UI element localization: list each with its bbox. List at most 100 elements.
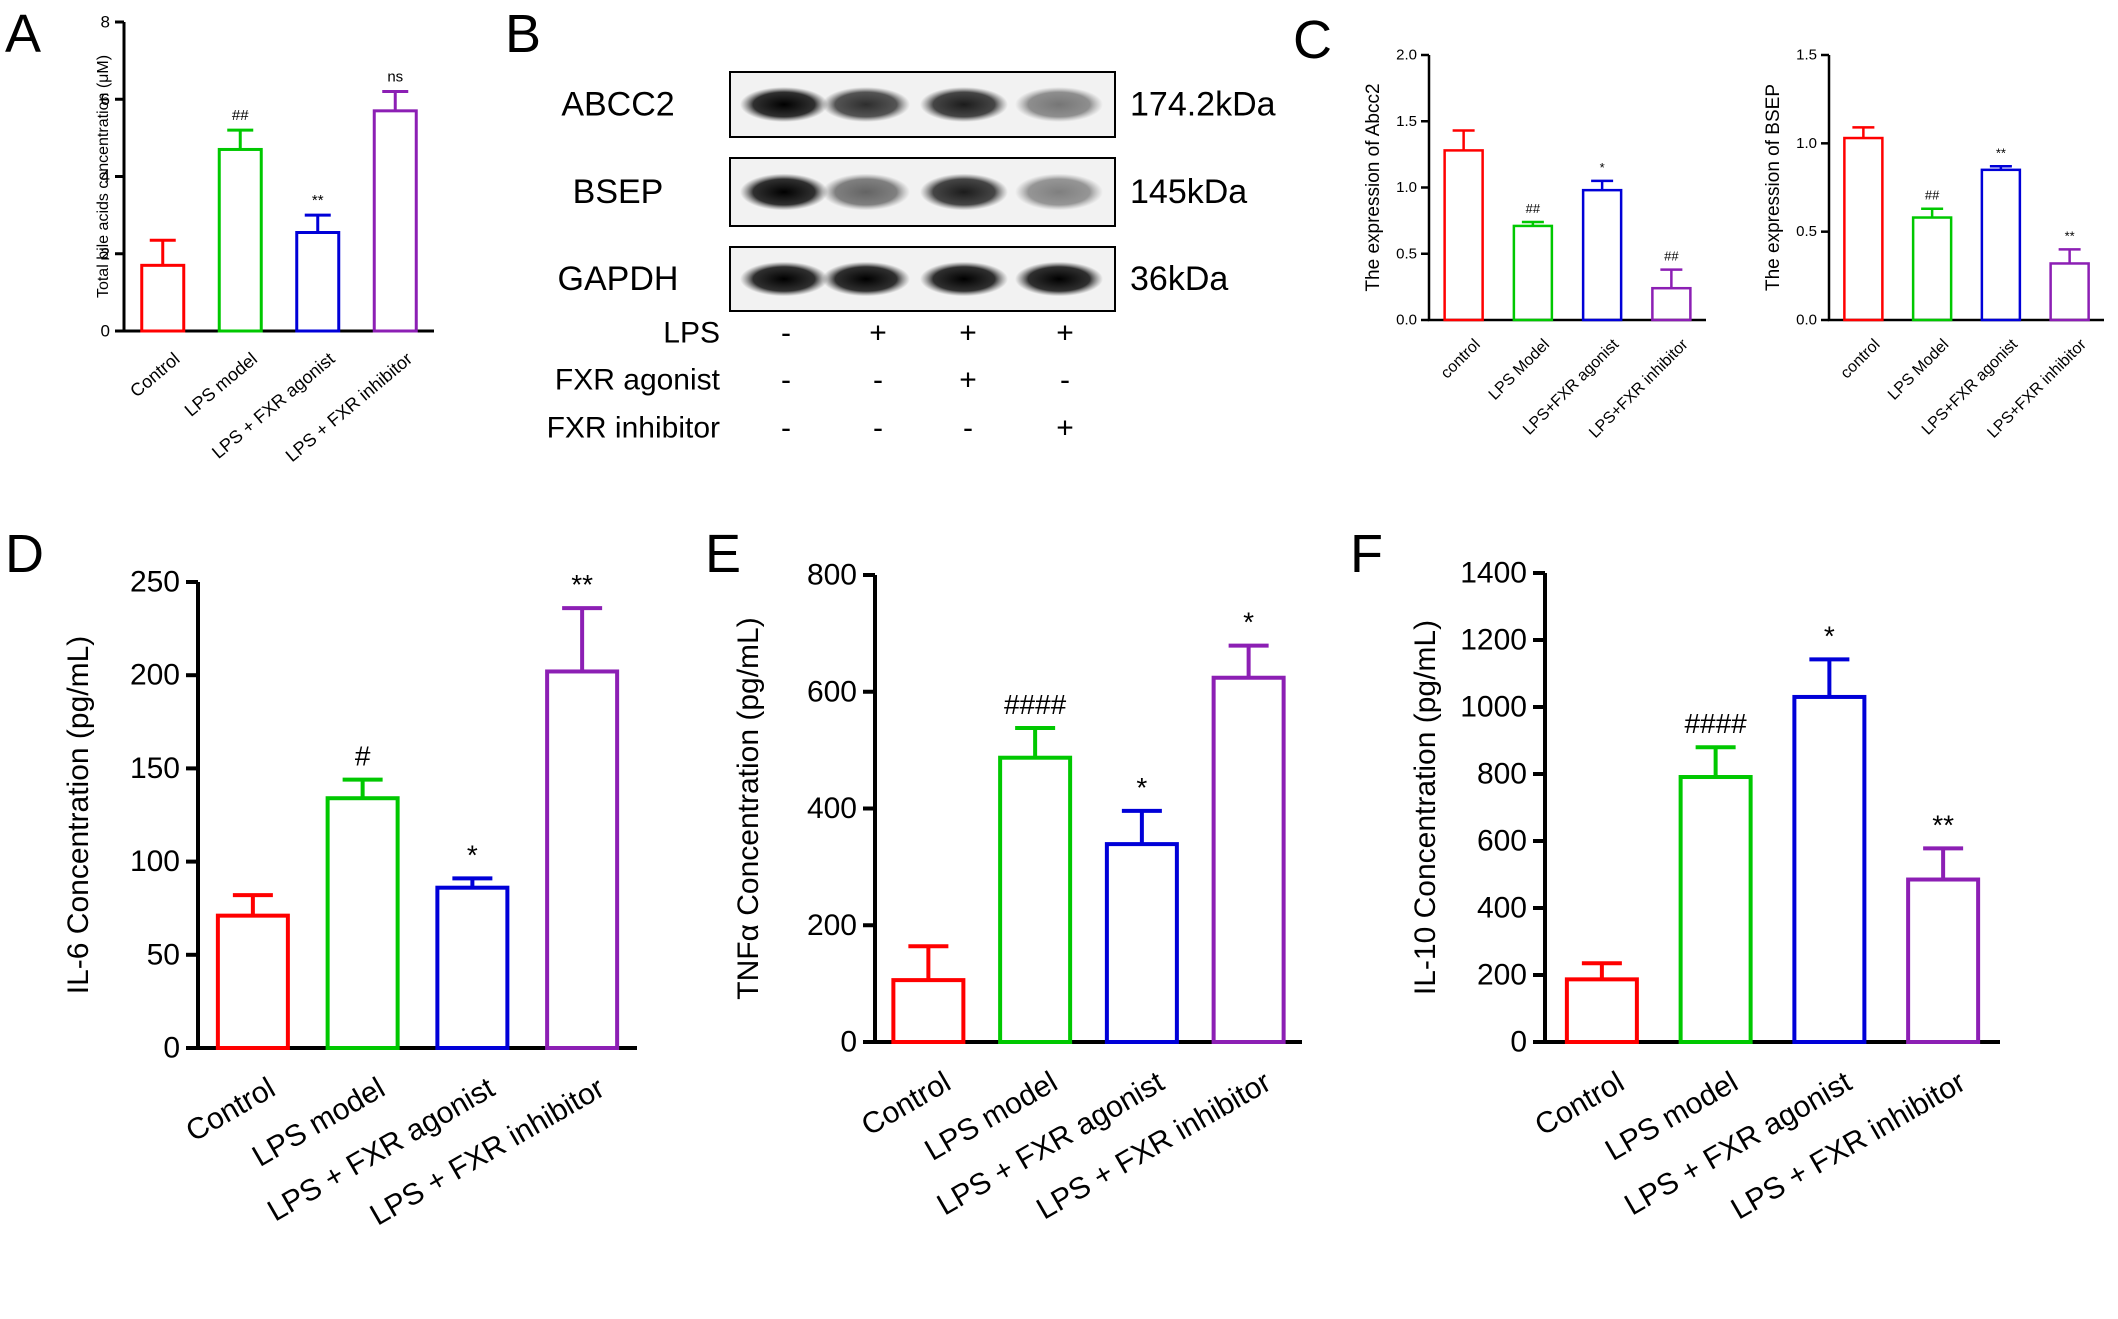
bar-lps-fxr-agonist: [1581, 188, 1623, 322]
y-tick-label: 250: [130, 566, 180, 599]
significance-mark: *: [1824, 620, 1835, 651]
x-category-label: control: [1438, 336, 1484, 382]
protein-band: [1015, 261, 1103, 297]
y-tick-label: 800: [1477, 758, 1527, 791]
bar-lps-model: [1512, 224, 1554, 322]
y-axis-label: Total bile acids concentration (μM): [95, 55, 112, 298]
bar-lps-fxr-inhibitor: [1211, 675, 1286, 1044]
y-tick-label: 200: [130, 659, 180, 692]
molecular-weight-label: 174.2kDa: [1130, 86, 1276, 124]
y-tick-label: 0: [1510, 1026, 1527, 1059]
bar-lps-model: [1678, 775, 1753, 1044]
significance-mark: ##: [1925, 188, 1940, 203]
bar-control: [891, 978, 966, 1044]
y-tick-label: 0: [840, 1026, 857, 1059]
significance-mark: ##: [1526, 201, 1541, 216]
treatment-row: LPS - + + +: [663, 317, 1073, 350]
y-tick-label: 2.0: [1396, 47, 1417, 64]
significance-mark: ns: [387, 69, 403, 86]
chart-c-2: 0.0 0.5 1.0 1.5 The expression of BSEP contro…: [1763, 47, 2104, 442]
protein-band: [920, 261, 1008, 297]
chart-f-5: 0 200 400 600 800 1000 1200 1400 IL-10 Concentra…: [1409, 557, 2000, 1226]
y-tick-label: 4: [101, 167, 110, 186]
chart-a-0: 0 2 4 6 8 Total bile acids concentration (μM)…: [95, 13, 434, 466]
y-axis-label: IL-10 Concentration (pg/mL): [1409, 620, 1442, 995]
blot-row-abcc2: ABCC2 174.2kDa: [561, 71, 1276, 138]
x-category-label: LPS + FXR inhibitor: [282, 349, 416, 466]
y-tick-label: 0.5: [1796, 223, 1817, 240]
treatment-sign: -: [781, 317, 791, 350]
significance-mark: **: [2065, 228, 2075, 243]
y-tick-label: 0.0: [1796, 312, 1817, 329]
bar-lps-fxr-agonist: [435, 885, 510, 1050]
treatment-label: FXR inhibitor: [547, 412, 720, 445]
bar-control: [1564, 977, 1639, 1044]
protein-band: [740, 173, 828, 211]
y-tick-label: 150: [130, 752, 180, 785]
y-tick-label: 200: [1477, 959, 1527, 992]
y-tick-label: 1.0: [1796, 135, 1817, 152]
bar-control: [215, 913, 290, 1050]
bar-lps-fxr-agonist: [1792, 694, 1867, 1044]
treatment-sign: -: [1060, 364, 1070, 397]
y-tick-label: 200: [807, 909, 857, 942]
y-tick-label: 1.5: [1796, 47, 1817, 64]
significance-mark: *: [1136, 772, 1147, 803]
treatment-sign: +: [1056, 412, 1074, 445]
bar-lps-model: [325, 796, 400, 1050]
western-blot-panel: ABCC2 174.2kDa BSEP 145kDa GAPDH 36kDa LPS - + + +…: [547, 71, 1276, 445]
bar-lps-fxr-agonist: [295, 231, 341, 333]
x-category-label: Control: [126, 349, 183, 402]
treatment-sign: -: [963, 412, 973, 445]
panel-label-f: F: [1350, 524, 1383, 584]
protein-label: BSEP: [573, 173, 664, 211]
y-tick-label: 0: [101, 322, 110, 341]
chart-d-3: 0 50 100 150 200 250 IL-6 Concentration (pg/mL…: [62, 566, 637, 1232]
y-tick-label: 400: [1477, 892, 1527, 925]
bar-lps-fxr-inhibitor: [1906, 877, 1981, 1045]
protein-band: [740, 86, 828, 123]
bar-lps-model: [217, 147, 263, 333]
significance-mark: ####: [1004, 689, 1067, 720]
y-tick-label: 1.5: [1396, 113, 1417, 130]
y-tick-label: 100: [130, 845, 180, 878]
treatment-sign: +: [959, 317, 977, 350]
molecular-weight-label: 36kDa: [1130, 260, 1228, 298]
y-tick-label: 600: [807, 675, 857, 708]
significance-mark: **: [571, 569, 593, 600]
panel-label-c: C: [1293, 10, 1332, 70]
significance-mark: **: [312, 192, 324, 209]
protein-band: [822, 261, 910, 297]
panel-label-e: E: [705, 524, 741, 584]
significance-mark: *: [1600, 160, 1605, 175]
bar-lps-fxr-inhibitor: [2049, 262, 2090, 322]
treatment-label: FXR agonist: [555, 364, 721, 397]
significance-mark: ##: [1664, 249, 1679, 264]
protein-band: [1015, 173, 1103, 211]
protein-label: ABCC2: [561, 86, 674, 124]
bar-lps-model: [1911, 216, 1953, 322]
bar-lps-fxr-agonist: [1104, 842, 1179, 1045]
bar-control: [140, 263, 186, 333]
protein-band: [822, 86, 910, 123]
y-tick-label: 1000: [1460, 691, 1527, 724]
significance-mark: #: [355, 741, 371, 772]
x-category-label: LPS model: [181, 349, 261, 421]
y-axis-label: IL-6 Concentration (pg/mL): [62, 636, 95, 995]
blot-row-gapdh: GAPDH 36kDa: [558, 246, 1228, 312]
bar-lps-fxr-inhibitor: [1651, 286, 1692, 322]
panel-label-b: B: [505, 4, 541, 64]
blot-row-bsep: BSEP 145kDa: [573, 157, 1247, 227]
treatment-sign: +: [1056, 317, 1074, 350]
protein-label: GAPDH: [558, 260, 679, 298]
protein-band: [920, 86, 1008, 123]
significance-mark: **: [1996, 145, 2006, 160]
y-tick-label: 600: [1477, 825, 1527, 858]
significance-mark: *: [1243, 607, 1254, 638]
y-tick-label: 400: [807, 792, 857, 825]
x-category-label: LPS Model: [1486, 336, 1553, 403]
treatment-sign: -: [781, 364, 791, 397]
y-tick-label: 1.0: [1396, 179, 1417, 196]
